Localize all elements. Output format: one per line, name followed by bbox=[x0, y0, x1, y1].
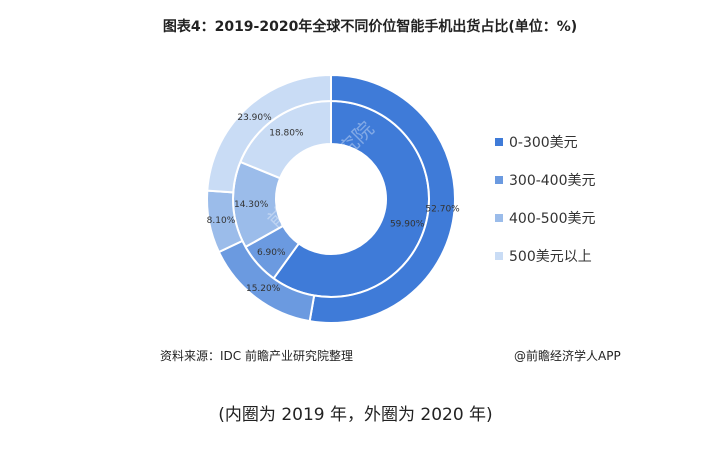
inner-label-0-300: 59.90% bbox=[390, 220, 425, 230]
legend-label-300-400: 300-400美元 bbox=[509, 173, 596, 189]
outer-label-0-300: 52.70% bbox=[425, 205, 460, 215]
legend-label-0-300: 0-300美元 bbox=[509, 135, 578, 151]
legend-label-500-plus: 500美元以上 bbox=[509, 249, 592, 265]
legend-item-500-plus: 500美元以上 bbox=[495, 246, 596, 266]
legend-item-400-500: 400-500美元 bbox=[495, 208, 596, 228]
inner-label-300-400: 6.90% bbox=[257, 248, 286, 258]
legend-swatch-300-400 bbox=[495, 176, 503, 184]
legend-item-300-400: 300-400美元 bbox=[495, 170, 596, 190]
chart-caption: (内圈为 2019 年，外圈为 2020 年) bbox=[218, 405, 493, 425]
legend-swatch-500-plus bbox=[495, 252, 503, 260]
inner-label-500-plus: 18.80% bbox=[269, 129, 304, 139]
source-note: 资料来源：IDC 前瞻产业研究院整理 bbox=[160, 349, 353, 363]
chart-title: 图表4：2019-2020年全球不同价位智能手机出货占比(单位：%) bbox=[162, 19, 578, 35]
outer-label-500-plus: 23.90% bbox=[237, 113, 272, 123]
legend-item-0-300: 0-300美元 bbox=[495, 132, 596, 152]
outer-label-400-500: 8.10% bbox=[207, 216, 236, 226]
legend-swatch-0-300 bbox=[495, 138, 503, 146]
inner-label-400-500: 14.30% bbox=[234, 200, 269, 210]
outer-label-300-400: 15.20% bbox=[246, 284, 281, 294]
chart-legend: 0-300美元 300-400美元 400-500美元 500美元以上 bbox=[495, 132, 596, 284]
legend-swatch-400-500 bbox=[495, 214, 503, 222]
outer-slice-0-300 bbox=[308, 73, 456, 324]
legend-label-400-500: 400-500美元 bbox=[509, 211, 596, 227]
outer-slice-500-plus bbox=[206, 73, 332, 194]
credit-note: @前瞻经济学人APP bbox=[514, 349, 621, 363]
